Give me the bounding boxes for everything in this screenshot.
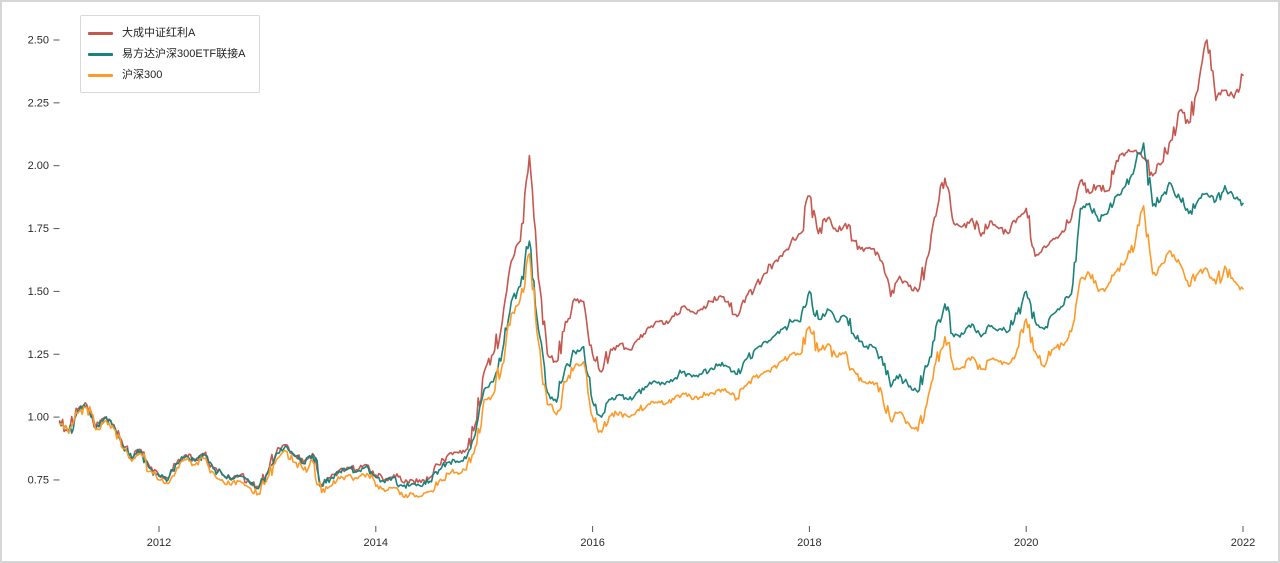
x-axis-tick-label: 2014 <box>364 537 388 549</box>
legend-item-csi300-index: 沪深300 <box>88 65 245 85</box>
series-line-efund-csi300etf <box>58 142 1244 490</box>
y-axis-tick-label: 1.50 <box>28 286 49 298</box>
y-axis-tick-label: 1.00 <box>28 412 49 424</box>
series-line-dacheng-dividend <box>58 39 1244 490</box>
series-line-csi300-index <box>58 205 1244 499</box>
legend-item-dacheng-dividend: 大成中证红利A <box>88 23 245 43</box>
legend-item-efund-csi300etf: 易方达沪深300ETF联接A <box>88 44 245 64</box>
legend-swatch-orange-line <box>88 73 113 77</box>
x-axis-tick-label: 2020 <box>1014 537 1038 549</box>
x-axis-tick-label: 2018 <box>797 537 821 549</box>
y-axis-tick-label: 2.25 <box>28 97 49 109</box>
chart-legend: 大成中证红利A 易方达沪深300ETF联接A 沪深300 <box>80 15 261 93</box>
y-axis-tick-label: 1.25 <box>28 349 49 361</box>
y-axis-tick-label: 1.75 <box>28 223 49 235</box>
y-axis-tick-label: 2.50 <box>28 35 49 47</box>
legend-swatch-red-line <box>88 31 113 35</box>
x-axis-tick-label: 2016 <box>580 537 604 549</box>
y-axis-tick-label: 0.75 <box>28 474 49 486</box>
legend-label: 易方达沪深300ETF联接A <box>122 48 246 60</box>
legend-swatch-teal-line <box>88 52 113 56</box>
x-axis-tick-label: 2022 <box>1231 537 1255 549</box>
x-axis-tick-label: 2012 <box>147 537 171 549</box>
y-axis-tick-label: 2.00 <box>28 160 49 172</box>
legend-label: 沪深300 <box>122 69 163 81</box>
legend-label: 大成中证红利A <box>122 27 196 39</box>
